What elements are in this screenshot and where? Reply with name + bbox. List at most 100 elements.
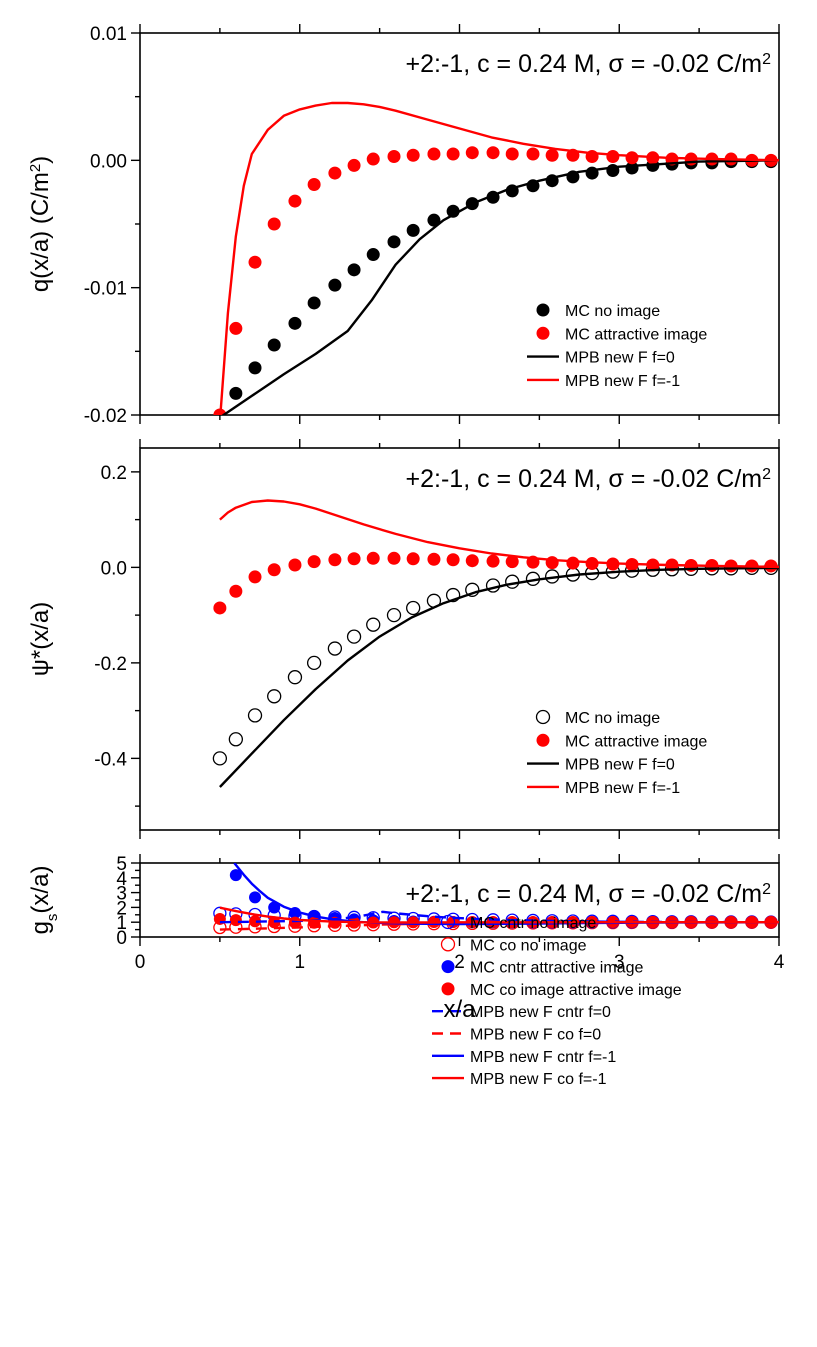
- x-axis-title: x/a: [443, 996, 476, 1023]
- data-point: [566, 556, 580, 570]
- data-point: [229, 584, 243, 598]
- data-point: [347, 263, 361, 277]
- data-point: [229, 869, 242, 882]
- data-point: [486, 554, 500, 568]
- legend-marker: [536, 326, 550, 340]
- y-tick-label: 2: [116, 898, 127, 919]
- data-point: [267, 563, 281, 577]
- y-tick-label: -0.01: [84, 279, 127, 300]
- data-point: [465, 582, 480, 597]
- series-line: [219, 566, 779, 788]
- data-point: [306, 655, 322, 671]
- data-point: [446, 204, 460, 218]
- data-point: [212, 751, 228, 766]
- y-tick-label: -0.02: [84, 406, 127, 427]
- y-tick-label: 3: [116, 884, 127, 905]
- y-tick-label: 0.2: [101, 463, 127, 484]
- series-line: [219, 101, 779, 415]
- panel-title: +2:-1, c = 0.24 M, σ = -0.02 C/m2: [406, 465, 772, 493]
- y-tick-label: 5: [116, 854, 127, 875]
- data-point: [229, 386, 243, 400]
- data-point: [347, 552, 361, 566]
- panel-title: +2:-1, c = 0.24 M, σ = -0.02 C/m2: [406, 880, 772, 908]
- panel-title: +2:-1, c = 0.24 M, σ = -0.02 C/m2: [406, 50, 772, 78]
- data-point: [248, 255, 262, 269]
- x-tick-label: 4: [774, 952, 785, 973]
- legend-label: MC no image: [565, 710, 660, 727]
- x-tick-label: 2: [454, 952, 465, 973]
- data-point: [387, 150, 401, 164]
- legend-label: MPB new F co f=-1: [470, 1071, 607, 1088]
- legend-marker: [440, 937, 456, 952]
- data-point: [267, 338, 281, 352]
- legend-label: MC cntr no image: [470, 915, 596, 932]
- data-point: [346, 629, 362, 644]
- data-point: [268, 901, 281, 914]
- data-point: [606, 150, 620, 164]
- x-tick-label: 0: [135, 952, 146, 973]
- data-point: [427, 213, 441, 227]
- legend-label: MPB new F f=-1: [565, 373, 680, 390]
- data-point: [328, 553, 342, 567]
- data-point: [505, 147, 519, 161]
- data-point: [505, 574, 520, 589]
- legend-label: MC no image: [565, 303, 660, 320]
- y-tick-label: 0.0: [101, 558, 127, 579]
- data-point: [406, 148, 420, 162]
- x-tick-label: 1: [294, 952, 305, 973]
- data-point: [327, 641, 343, 656]
- data-point: [229, 914, 242, 927]
- data-point: [545, 148, 559, 162]
- data-point: [288, 194, 302, 208]
- data-point: [486, 146, 500, 160]
- y-tick-label: -0.4: [94, 749, 127, 770]
- plot-frame: [139, 447, 780, 831]
- data-point: [465, 554, 479, 568]
- legend: MC cntr no image MC co no image MC cntr at…: [432, 914, 682, 1088]
- legend-marker: [441, 960, 455, 974]
- legend-label: MC co image attractive image: [470, 982, 682, 999]
- data-point: [366, 152, 380, 166]
- data-point: [366, 551, 380, 565]
- data-point: [249, 915, 262, 928]
- data-point: [366, 617, 381, 632]
- y-tick-label: 4: [116, 869, 127, 890]
- data-point: [288, 558, 302, 572]
- legend-marker: [535, 709, 551, 725]
- legend: MC no image MC attractive image MPB new F …: [527, 303, 707, 390]
- data-point: [249, 891, 262, 904]
- legend-marker: [440, 914, 456, 930]
- potential-panel: -0.4 -0.2 0.0 0.2 ψ*(x/a) +2:-1, c = 0.24 M, …: [27, 439, 780, 839]
- data-point: [625, 151, 639, 165]
- data-point: [347, 158, 361, 172]
- legend-label: MPB new F co f=0: [470, 1027, 601, 1044]
- data-point: [446, 553, 460, 567]
- data-point: [585, 557, 599, 571]
- legend-label: MPB new F cntr f=0: [470, 1004, 611, 1021]
- data-point: [307, 555, 321, 569]
- y-tick-label: 1: [116, 913, 127, 934]
- data-point: [328, 166, 342, 180]
- data-point: [427, 147, 441, 161]
- series-line: [219, 910, 779, 924]
- data-point: [267, 217, 281, 231]
- data-point: [267, 689, 282, 704]
- x-tick-label: 3: [614, 952, 625, 973]
- data-point: [248, 361, 262, 375]
- data-point: [465, 146, 479, 160]
- data-point: [406, 223, 420, 237]
- legend: MC no image MC attractive image MPB new F …: [527, 709, 707, 797]
- data-point: [229, 321, 243, 335]
- series-line: [221, 159, 779, 415]
- legend-label: MPB new F f=0: [565, 757, 675, 774]
- data-point: [526, 147, 540, 161]
- data-point: [248, 570, 262, 584]
- data-point: [387, 235, 401, 249]
- plot-area: [212, 499, 779, 788]
- data-point: [445, 587, 461, 603]
- data-point: [386, 607, 402, 623]
- data-point: [446, 147, 460, 161]
- data-point: [366, 248, 380, 262]
- plot-area: [213, 101, 779, 415]
